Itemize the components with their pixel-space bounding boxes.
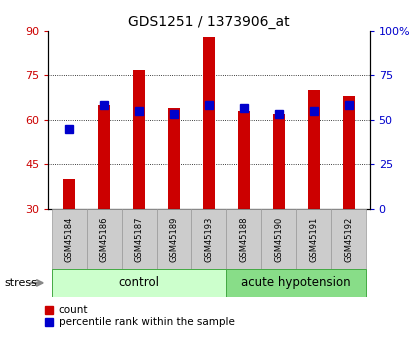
Legend: count, percentile rank within the sample: count, percentile rank within the sample — [45, 305, 234, 327]
Title: GDS1251 / 1373906_at: GDS1251 / 1373906_at — [128, 14, 290, 29]
Text: GSM45191: GSM45191 — [309, 216, 318, 262]
Bar — [122, 209, 157, 269]
Bar — [133, 70, 145, 209]
Bar — [331, 209, 366, 269]
Bar — [168, 108, 180, 209]
Bar — [226, 209, 261, 269]
Text: GSM45190: GSM45190 — [274, 216, 284, 262]
Text: GSM45193: GSM45193 — [205, 216, 213, 262]
Bar — [192, 209, 226, 269]
Bar — [343, 96, 355, 209]
Bar — [157, 209, 192, 269]
Text: GSM45192: GSM45192 — [344, 216, 353, 262]
Bar — [238, 111, 250, 209]
Bar — [296, 209, 331, 269]
Bar — [273, 114, 285, 209]
Bar — [52, 209, 87, 269]
Bar — [87, 209, 122, 269]
Bar — [203, 37, 215, 209]
Bar — [98, 105, 110, 209]
Text: acute hypotension: acute hypotension — [241, 276, 351, 289]
Text: stress: stress — [4, 278, 37, 288]
Text: GSM45184: GSM45184 — [65, 216, 74, 262]
Bar — [63, 179, 75, 209]
Text: control: control — [118, 276, 160, 289]
Text: GSM45187: GSM45187 — [134, 216, 144, 262]
Bar — [307, 90, 320, 209]
Text: GSM45186: GSM45186 — [100, 216, 109, 262]
Bar — [226, 269, 366, 297]
Text: GSM45188: GSM45188 — [239, 216, 248, 262]
Text: GSM45189: GSM45189 — [170, 216, 178, 262]
Bar — [52, 269, 226, 297]
Bar — [261, 209, 296, 269]
